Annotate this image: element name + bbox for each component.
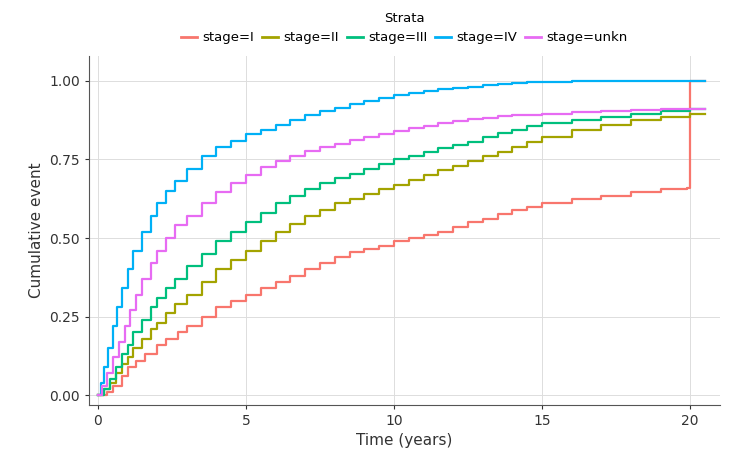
X-axis label: Time (years): Time (years)	[356, 433, 453, 448]
Y-axis label: Cumulative event: Cumulative event	[29, 162, 44, 298]
Legend: stage=I, stage=II, stage=III, stage=IV, stage=unkn: stage=I, stage=II, stage=III, stage=IV, …	[182, 12, 627, 45]
